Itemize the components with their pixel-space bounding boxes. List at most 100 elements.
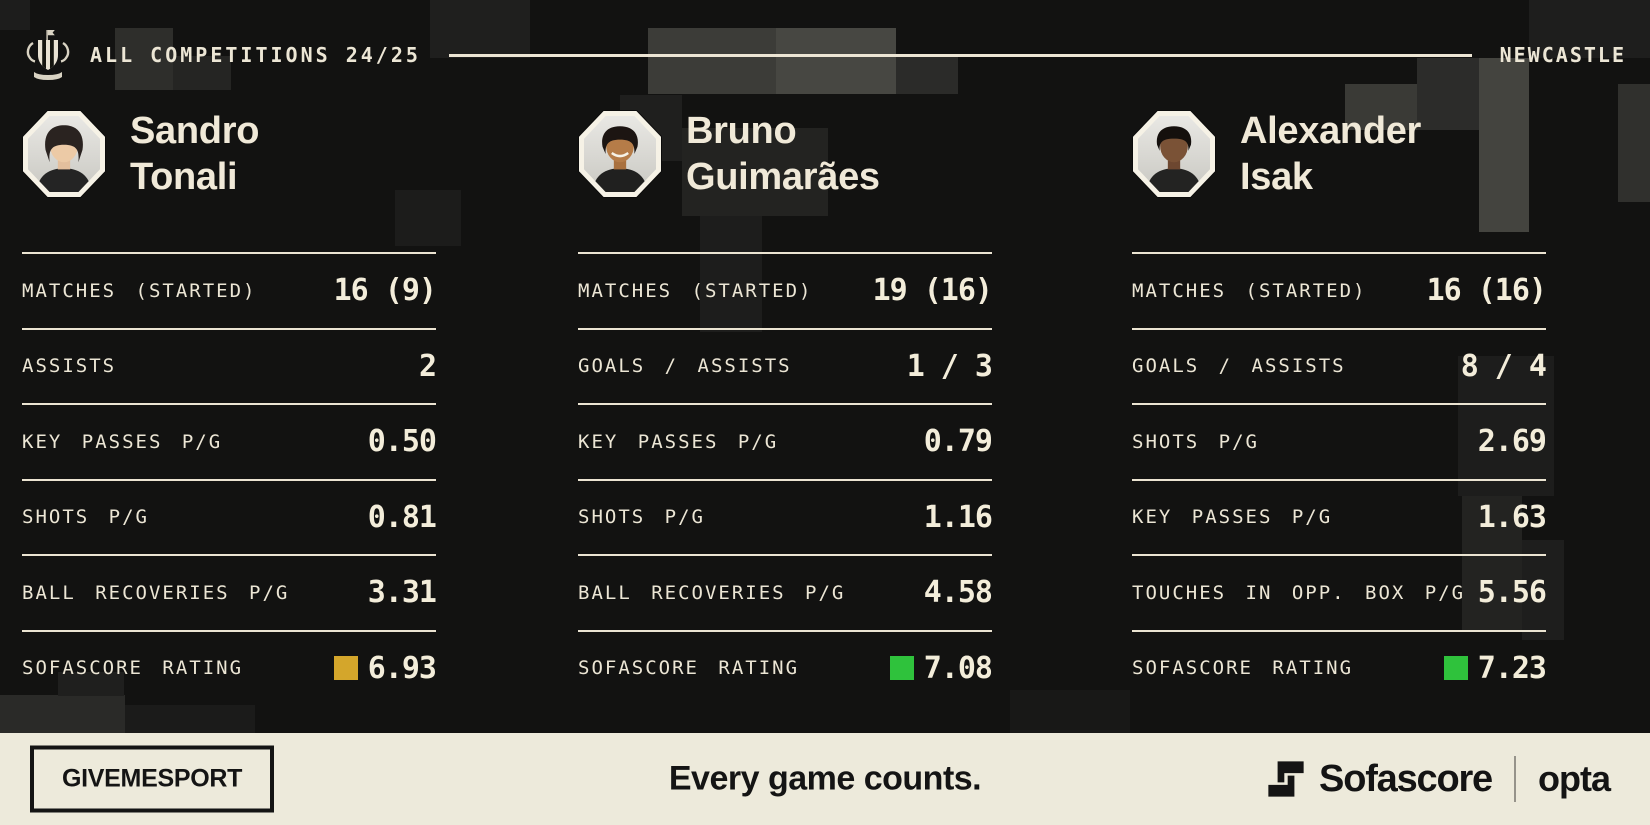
player-photo (1138, 116, 1210, 192)
stats-table: MATCHES (STARTED) 16 (16) GOALS / ASSIST… (1132, 252, 1547, 706)
rating-value: 6.93 (367, 650, 437, 686)
brand-divider (1514, 756, 1516, 802)
stat-label: SHOTS P/G (22, 506, 149, 529)
stat-value: 5.56 (1477, 575, 1547, 611)
player-avatar (1132, 110, 1216, 198)
stat-label: KEY PASSES P/G (22, 430, 223, 453)
stat-label: SOFASCORE RATING (1132, 657, 1354, 680)
rating-value-group: 6.93 (333, 650, 437, 686)
player-last-name: Guimarães (686, 156, 880, 198)
rating-row: SOFASCORE RATING 7.23 (1132, 629, 1547, 706)
stat-label: SHOTS P/G (1132, 430, 1259, 453)
stat-row: MATCHES (STARTED) 16 (9) (22, 252, 437, 328)
stat-value: 2.69 (1477, 424, 1547, 460)
bg-tile (58, 672, 124, 696)
newcastle-crest-icon (26, 30, 70, 80)
stat-value: 1.63 (1477, 499, 1547, 535)
bg-tile (1462, 496, 1522, 632)
stat-row: BALL RECOVERIES P/G 4.58 (578, 554, 993, 630)
header-team-label: NEWCASTLE (1499, 43, 1626, 67)
bg-tile (115, 28, 173, 90)
player-avatar (578, 110, 662, 198)
stat-label: SHOTS P/G (578, 506, 705, 529)
stat-value: 19 (16) (872, 273, 993, 309)
sofascore-wordmark: Sofascore (1319, 757, 1493, 800)
player-name: Sandro Tonali (130, 108, 259, 201)
bg-tile (1417, 58, 1485, 130)
stat-value: 8 / 4 (1460, 348, 1547, 384)
bg-tile (1345, 84, 1417, 130)
stat-row: BALL RECOVERIES P/G 3.31 (22, 554, 437, 630)
rating-color-square (1443, 656, 1468, 681)
stat-row: KEY PASSES P/G 1.63 (1132, 478, 1547, 555)
player-first-name: Bruno (686, 109, 797, 152)
header-title: ALL COMPETITIONS 24/25 (90, 43, 421, 67)
player-avatar (22, 110, 106, 198)
player-silhouette-icon (36, 125, 92, 192)
sofascore-s-icon (1268, 761, 1304, 797)
stat-label: ASSISTS (22, 355, 117, 378)
stat-label: KEY PASSES P/G (1132, 506, 1333, 529)
stat-label: KEY PASSES P/G (578, 430, 779, 453)
stat-value: 2 (418, 348, 437, 384)
stat-label: BALL RECOVERIES P/G (578, 581, 846, 604)
stat-value: 1 / 3 (906, 348, 993, 384)
stat-value: 4.58 (923, 575, 993, 611)
player-silhouette-icon (592, 126, 648, 192)
stat-row: KEY PASSES P/G 0.79 (578, 403, 993, 479)
player-name: Bruno Guimarães (686, 108, 880, 201)
stat-value: 0.79 (923, 424, 993, 460)
stat-row: SHOTS P/G 2.69 (1132, 403, 1547, 479)
opta-logo: opta (1538, 758, 1611, 799)
stat-label: TOUCHES IN OPP. BOX P/G (1132, 581, 1466, 604)
givemesport-logo: GIVEMESPORT (30, 745, 275, 813)
bg-tile (173, 56, 231, 90)
footer-tagline: Every game counts. (668, 759, 982, 798)
bg-tile (395, 190, 461, 246)
rating-value: 7.23 (1477, 650, 1547, 686)
player-column-guimaraes: Bruno Guimarães MATCHES (STARTED) 19 (16… (578, 0, 993, 825)
player-silhouette-icon (1146, 126, 1202, 192)
stat-value: 1.16 (923, 499, 993, 535)
player-header: Alexander Isak (1132, 104, 1421, 204)
bg-tile (776, 28, 896, 94)
rating-row: SOFASCORE RATING 6.93 (22, 629, 437, 706)
stat-row: MATCHES (STARTED) 16 (16) (1132, 252, 1547, 328)
rating-color-square (889, 656, 914, 681)
bg-tile (0, 0, 30, 30)
stat-label: SOFASCORE RATING (22, 657, 244, 680)
bg-tile (0, 695, 125, 733)
stat-row: GOALS / ASSISTS 8 / 4 (1132, 327, 1547, 404)
stat-row: KEY PASSES P/G 0.50 (22, 403, 437, 479)
brand-logos: Sofascore opta (1265, 756, 1611, 802)
stat-value: 0.50 (367, 424, 437, 460)
bg-tile (430, 0, 530, 58)
stat-label: BALL RECOVERIES P/G (22, 581, 290, 604)
bg-tile (682, 128, 828, 216)
player-column-isak: Alexander Isak MATCHES (STARTED) 16 (16)… (1132, 0, 1547, 825)
stats-table: MATCHES (STARTED) 16 (9) ASSISTS 2 KEY P… (22, 252, 437, 706)
sofascore-logo: Sofascore (1265, 757, 1493, 801)
footer-bar: GIVEMESPORT Every game counts. Sofascore… (0, 733, 1650, 825)
stat-row: GOALS / ASSISTS 1 / 3 (578, 327, 993, 404)
stats-table: MATCHES (STARTED) 19 (16) GOALS / ASSIST… (578, 252, 993, 706)
stat-row: SHOTS P/G 1.16 (578, 478, 993, 555)
header-rule (448, 53, 1472, 57)
bg-tile (896, 56, 958, 94)
player-column-tonali: Sandro Tonali MATCHES (STARTED) 16 (9) A… (22, 0, 437, 825)
bg-tile (648, 28, 776, 94)
bg-tile (1458, 356, 1554, 496)
player-first-name: Alexander (1240, 109, 1422, 152)
bg-tile (1010, 690, 1130, 733)
header: ALL COMPETITIONS 24/25 NEWCASTLE (24, 26, 1626, 84)
rating-color-square (333, 656, 358, 681)
player-header: Sandro Tonali (22, 104, 259, 204)
rating-value-group: 7.23 (1443, 650, 1547, 686)
rating-value: 7.08 (923, 650, 993, 686)
stat-row: ASSISTS 2 (22, 327, 437, 404)
stat-value: 16 (9) (333, 273, 437, 309)
player-photo (28, 116, 100, 192)
rating-row: SOFASCORE RATING 7.08 (578, 629, 993, 706)
stat-row: TOUCHES IN OPP. BOX P/G 5.56 (1132, 554, 1547, 630)
